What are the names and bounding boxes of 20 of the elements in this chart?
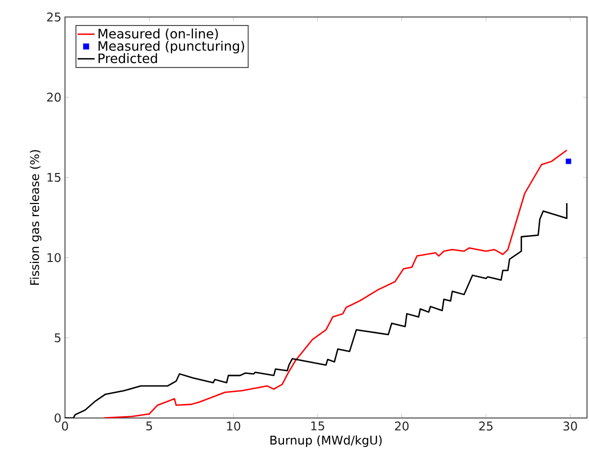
- line-series: [65, 202, 568, 418]
- line-series: [103, 149, 568, 418]
- x-tick-label: 20: [395, 422, 409, 431]
- y-tick-label: 25: [47, 12, 60, 22]
- x-tick-label: 10: [227, 422, 240, 431]
- legend-label: Predicted: [98, 53, 157, 64]
- x-tick-label: 0: [62, 422, 68, 431]
- x-tick-label: 25: [479, 422, 493, 431]
- y-tick-label: 20: [47, 92, 61, 102]
- y-tick-label: 0: [54, 413, 61, 423]
- y-tick-label: 15: [48, 172, 60, 182]
- legend-label: Measured (on-line): [98, 28, 218, 40]
- y-tick-label: 10: [48, 253, 61, 262]
- x-tick-label: 5: [146, 422, 152, 430]
- y-axis-title: Fission gas release (%): [30, 150, 42, 285]
- x-axis-title: Burnup (MWd/kgU): [270, 435, 382, 447]
- x-tick-label: 30: [563, 422, 577, 431]
- y-tick-label: 5: [54, 333, 60, 342]
- legend-label: Measured (puncturing): [98, 40, 244, 54]
- x-tick-label: 15: [311, 422, 324, 430]
